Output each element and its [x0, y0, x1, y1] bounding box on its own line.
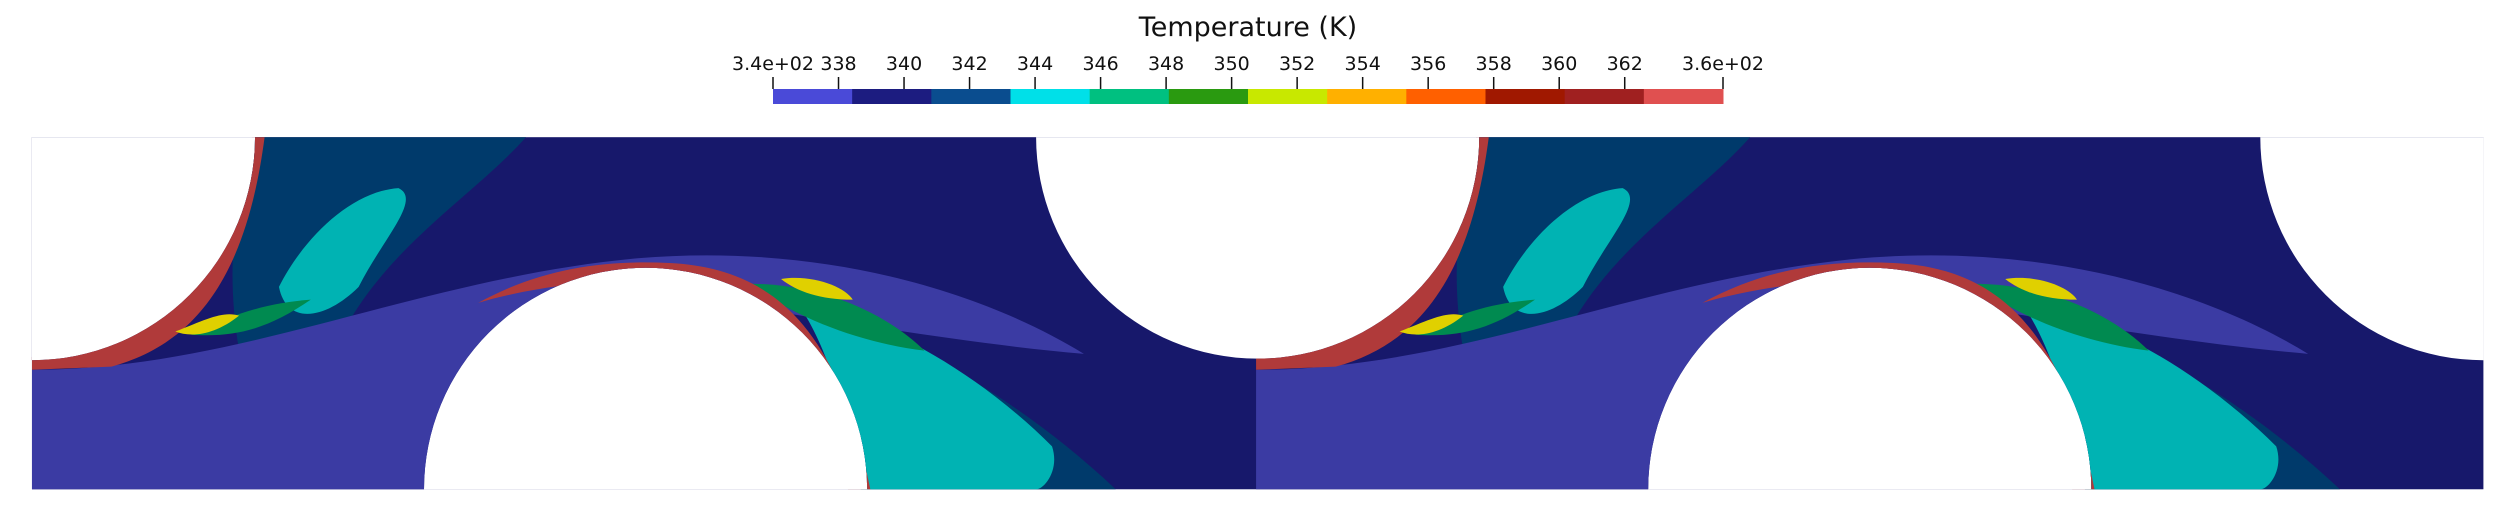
colorbar-title: Temperature (K): [1138, 12, 1357, 43]
colorbar-tick-label: 340: [886, 53, 922, 75]
colorbar-tick-label: 354: [1345, 53, 1381, 75]
colorbar-tick-label: 350: [1213, 53, 1249, 75]
colorbar-tick-label: 356: [1410, 53, 1446, 75]
colorbar-band: [1564, 89, 1645, 104]
colorbar-band: [1010, 89, 1091, 104]
colorbar: 3.4e+02 338 340 342 344 346 348 350 352 354 356 358…: [732, 53, 1764, 104]
colorbar-tick-label: 342: [951, 53, 987, 75]
colorbar-tick-label: 360: [1541, 53, 1577, 75]
colorbar-band: [1089, 89, 1170, 104]
colorbar-tick-label: 348: [1148, 53, 1184, 75]
colorbar-tick-label: 358: [1476, 53, 1512, 75]
colorbar-band: [1168, 89, 1249, 104]
colorbar-band: [1327, 89, 1407, 104]
colorbar-band: [773, 89, 853, 104]
colorbar-tick-label: 3.6e+02: [1682, 53, 1764, 75]
colorbar-band: [1643, 89, 1724, 104]
colorbar-band: [931, 89, 1011, 104]
colorbar-tick-label: 338: [820, 53, 856, 75]
temperature-field: [31, 137, 2484, 490]
colorbar-band: [852, 89, 932, 104]
colorbar-band: [1406, 89, 1486, 104]
colorbar-tick-label: 346: [1082, 53, 1118, 75]
colorbar-band: [1485, 89, 1566, 104]
colorbar-tick-label: 344: [1017, 53, 1053, 75]
colorbar-tick-label: 3.4e+02: [732, 53, 814, 75]
colorbar-tick-label: 352: [1279, 53, 1315, 75]
colorbar-tick-label: 362: [1607, 53, 1643, 75]
colorbar-band: [1248, 89, 1328, 104]
